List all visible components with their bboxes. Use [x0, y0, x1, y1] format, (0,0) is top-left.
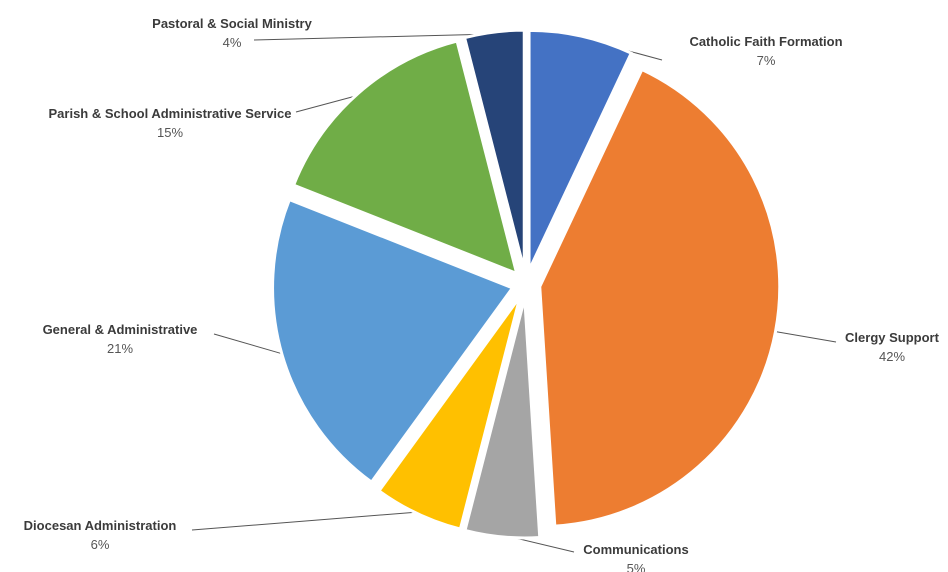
slice-label: General & Administrative — [42, 322, 198, 337]
label-catholic-faith-formation: Catholic Faith Formation 7% — [656, 32, 876, 70]
label-communications: Communications 5% — [566, 540, 706, 572]
slice-percent: 42% — [878, 349, 906, 364]
slice-pastoral-social-ministry — [462, 28, 526, 271]
slice-label: Clergy Support — [845, 330, 939, 345]
label-diocesan-administration: Diocesan Administration 6% — [0, 516, 200, 554]
pie-slices — [271, 28, 782, 540]
slice-label: Parish & School Administrative Service — [48, 106, 292, 121]
slice-label: Pastoral & Social Ministry — [152, 16, 312, 31]
leader-line — [213, 333, 285, 355]
slice-communications — [463, 297, 542, 540]
slice-percent: 15% — [156, 125, 184, 140]
slice-percent: 21% — [106, 341, 134, 356]
slice-parish-school-administrative-service — [291, 39, 519, 276]
label-parish-school-administrative-service: Parish & School Administrative Service 1… — [40, 104, 300, 142]
slice-catholic-faith-formation — [527, 28, 634, 271]
label-general-administrative: General & Administrative 21% — [20, 320, 220, 358]
slice-label: Communications — [583, 542, 689, 557]
slice-percent: 7% — [756, 53, 776, 68]
label-pastoral-social-ministry: Pastoral & Social Ministry 4% — [112, 14, 352, 52]
slice-label: Diocesan Administration — [23, 518, 177, 533]
slice-percent: 4% — [222, 35, 242, 50]
slice-percent: 6% — [90, 537, 110, 552]
slice-diocesan-administration — [376, 295, 522, 531]
label-clergy-support: Clergy Support 42% — [822, 328, 948, 366]
slice-general-administrative — [271, 197, 515, 485]
slice-percent: 5% — [626, 561, 646, 572]
slice-clergy-support — [538, 67, 782, 528]
leader-line — [773, 330, 837, 343]
leader-line — [295, 94, 360, 113]
leader-line — [253, 33, 495, 41]
leader-line — [191, 511, 419, 531]
slice-label: Catholic Faith Formation — [689, 34, 843, 49]
